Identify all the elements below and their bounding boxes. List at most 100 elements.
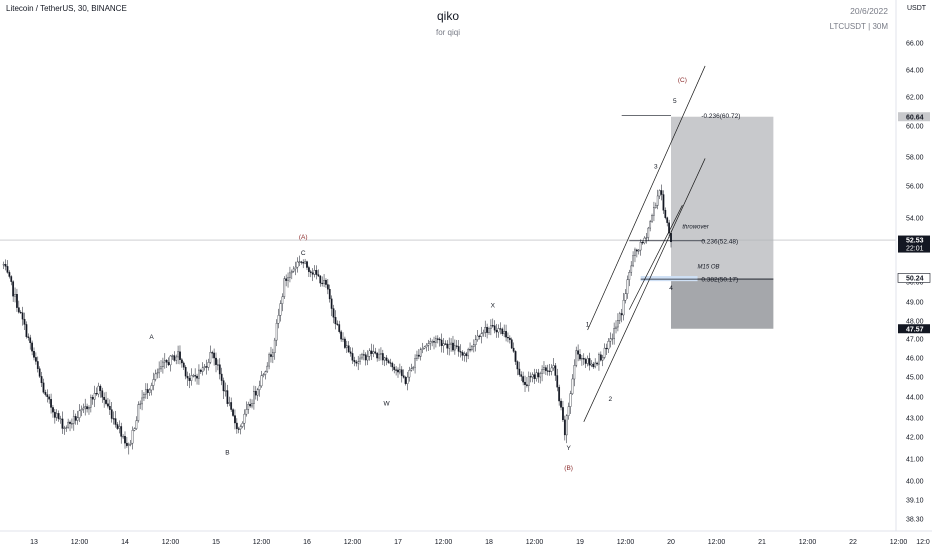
candle-body[interactable]: [254, 391, 257, 396]
candle-body[interactable]: [213, 352, 215, 359]
candle-body[interactable]: [184, 367, 187, 377]
candle-body[interactable]: [503, 331, 506, 335]
candle-body[interactable]: [48, 396, 51, 400]
candle-body[interactable]: [304, 261, 306, 264]
candle-body[interactable]: [330, 298, 333, 309]
candle-body[interactable]: [169, 355, 172, 366]
candle-body[interactable]: [220, 373, 223, 381]
candle-body[interactable]: [285, 278, 288, 281]
candle-body[interactable]: [112, 418, 115, 420]
candle-body[interactable]: [389, 362, 392, 364]
candle-body[interactable]: [438, 338, 441, 341]
candle-body[interactable]: [148, 389, 151, 393]
candle-body[interactable]: [300, 261, 303, 263]
candle-body[interactable]: [217, 364, 219, 366]
candle-body[interactable]: [74, 416, 77, 421]
candle-body[interactable]: [12, 281, 15, 297]
candle-body[interactable]: [234, 415, 236, 424]
candle-body[interactable]: [251, 403, 253, 407]
candle-body[interactable]: [16, 294, 18, 308]
candle-body[interactable]: [146, 389, 149, 393]
candle-body[interactable]: [25, 324, 28, 337]
candle-body[interactable]: [359, 357, 361, 362]
candle-body[interactable]: [4, 264, 7, 267]
candle-body[interactable]: [471, 346, 473, 350]
candle-body[interactable]: [283, 278, 286, 298]
candle-body[interactable]: [662, 194, 665, 211]
candle-body[interactable]: [393, 366, 396, 370]
candle-body[interactable]: [203, 366, 206, 368]
candle-body[interactable]: [162, 361, 164, 368]
candle-body[interactable]: [323, 280, 325, 284]
candle-body[interactable]: [533, 374, 536, 379]
candles[interactable]: [2, 184, 672, 455]
candle-body[interactable]: [302, 262, 305, 264]
candle-body[interactable]: [565, 415, 568, 436]
candle-body[interactable]: [82, 407, 85, 410]
candle-body[interactable]: [42, 382, 45, 393]
candle-body[interactable]: [526, 384, 528, 386]
candle-body[interactable]: [582, 357, 585, 360]
candle-body[interactable]: [133, 428, 136, 431]
candle-body[interactable]: [268, 354, 270, 367]
candle-body[interactable]: [535, 372, 538, 379]
candle-body[interactable]: [173, 355, 176, 361]
candle-body[interactable]: [412, 367, 415, 369]
candle-body[interactable]: [230, 402, 233, 410]
candle-body[interactable]: [649, 221, 652, 229]
candle-body[interactable]: [33, 350, 35, 358]
candle-body[interactable]: [598, 354, 600, 365]
candle-body[interactable]: [44, 392, 47, 395]
candle-body[interactable]: [586, 358, 589, 364]
candle-body[interactable]: [442, 343, 445, 346]
candle-body[interactable]: [666, 217, 669, 223]
candle-body[interactable]: [332, 308, 335, 318]
candle-body[interactable]: [611, 338, 614, 340]
candle-body[interactable]: [645, 237, 648, 239]
candle-body[interactable]: [376, 352, 379, 359]
candle-body[interactable]: [455, 345, 458, 347]
candle-body[interactable]: [355, 361, 358, 364]
time-axis[interactable]: 13 12:00 14 12:00 15 12:00 16 12:00 17 12:00 18 12:…: [30, 539, 930, 546]
candle-body[interactable]: [2, 264, 5, 266]
candle-body[interactable]: [194, 375, 197, 377]
candle-body[interactable]: [287, 277, 289, 281]
candle-body[interactable]: [381, 353, 384, 361]
candle-body[interactable]: [86, 406, 88, 410]
candle-body[interactable]: [21, 312, 24, 320]
candle-body[interactable]: [516, 361, 519, 370]
candle-body[interactable]: [353, 360, 356, 363]
candle-body[interactable]: [397, 369, 399, 373]
candle-body[interactable]: [338, 324, 341, 332]
candle-body[interactable]: [601, 357, 604, 361]
candle-body[interactable]: [95, 393, 98, 395]
candle-body[interactable]: [139, 403, 142, 405]
candle-body[interactable]: [260, 375, 263, 387]
candle-body[interactable]: [199, 369, 202, 372]
candle-body[interactable]: [165, 360, 168, 363]
candle-body[interactable]: [36, 361, 39, 369]
candle-body[interactable]: [541, 369, 543, 374]
candle-body[interactable]: [410, 368, 413, 371]
candle-body[interactable]: [205, 366, 208, 368]
candle-body[interactable]: [156, 372, 159, 375]
candle-body[interactable]: [143, 393, 145, 399]
candle-body[interactable]: [271, 352, 274, 357]
candle-body[interactable]: [334, 317, 337, 325]
candle-body[interactable]: [344, 338, 346, 348]
candle-body[interactable]: [315, 270, 318, 275]
candle-body[interactable]: [181, 359, 183, 364]
candle-body[interactable]: [281, 296, 284, 304]
candle-body[interactable]: [141, 397, 143, 405]
candle-body[interactable]: [266, 365, 269, 372]
candle-body[interactable]: [537, 372, 540, 378]
candle-body[interactable]: [556, 375, 559, 388]
candle-body[interactable]: [84, 406, 87, 409]
candle-body[interactable]: [588, 358, 591, 366]
candle-body[interactable]: [603, 347, 606, 358]
candle-body[interactable]: [429, 341, 432, 344]
candle-body[interactable]: [478, 335, 481, 337]
candle-body[interactable]: [482, 331, 485, 334]
candle-body[interactable]: [129, 442, 132, 445]
candle-body[interactable]: [550, 367, 553, 372]
